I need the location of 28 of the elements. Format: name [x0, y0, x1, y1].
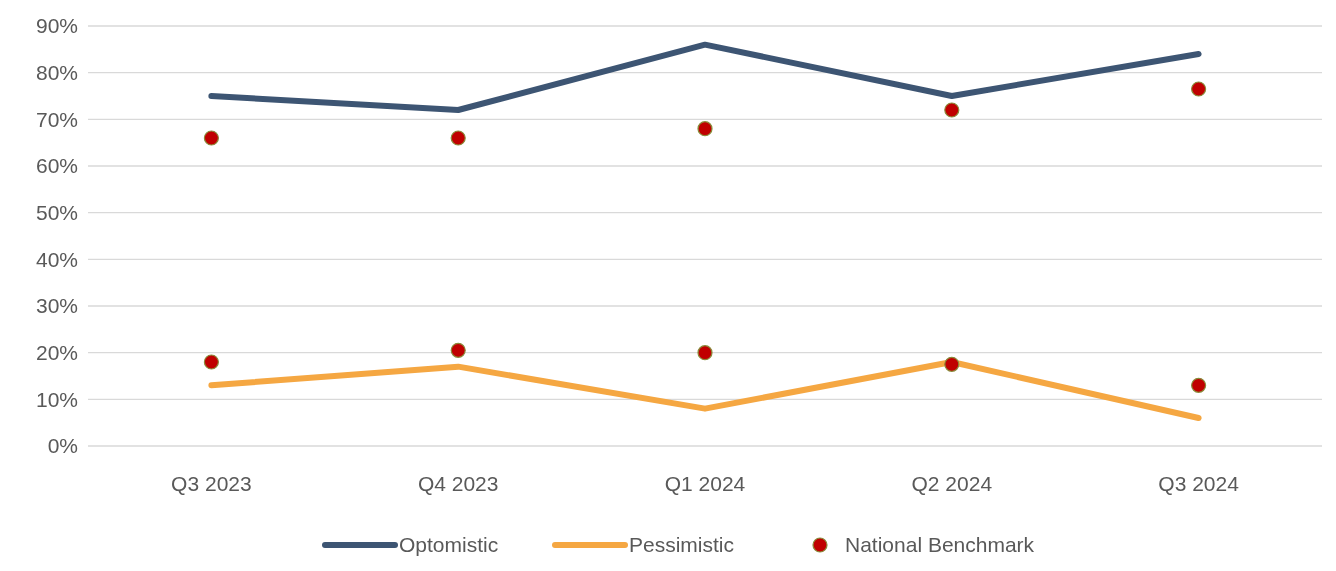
y-tick-label: 60% [35, 154, 78, 178]
x-tick-label: Q2 2024 [911, 472, 993, 495]
y-tick-label: 50% [35, 201, 78, 225]
point [944, 356, 960, 372]
point [1191, 377, 1207, 393]
point [203, 130, 219, 146]
legend-label: Optomistic [399, 533, 499, 557]
legend-label: National Benchmark [845, 533, 1035, 557]
y-tick-label: 80% [35, 61, 78, 85]
y-tick-label: 40% [35, 247, 78, 271]
y-tick-label: 0% [47, 434, 78, 458]
x-tick-label: Q4 2023 [417, 472, 499, 495]
y-tick-label: 70% [35, 107, 78, 131]
x-tick-label: Q3 2024 [1158, 472, 1240, 495]
point [450, 342, 466, 358]
point [450, 130, 466, 146]
legend-label: Pessimistic [629, 533, 735, 557]
x-tick-label: Q1 2024 [664, 472, 746, 495]
y-tick-label: 30% [35, 294, 78, 318]
y-tick-label: 20% [35, 341, 78, 365]
point [203, 354, 219, 370]
point [697, 345, 713, 361]
y-tick-label: 10% [35, 387, 78, 411]
point [944, 102, 960, 118]
x-tick-label: Q3 2023 [171, 472, 252, 495]
y-tick-label: 90% [35, 14, 78, 38]
point [697, 121, 713, 137]
point [1191, 81, 1207, 97]
